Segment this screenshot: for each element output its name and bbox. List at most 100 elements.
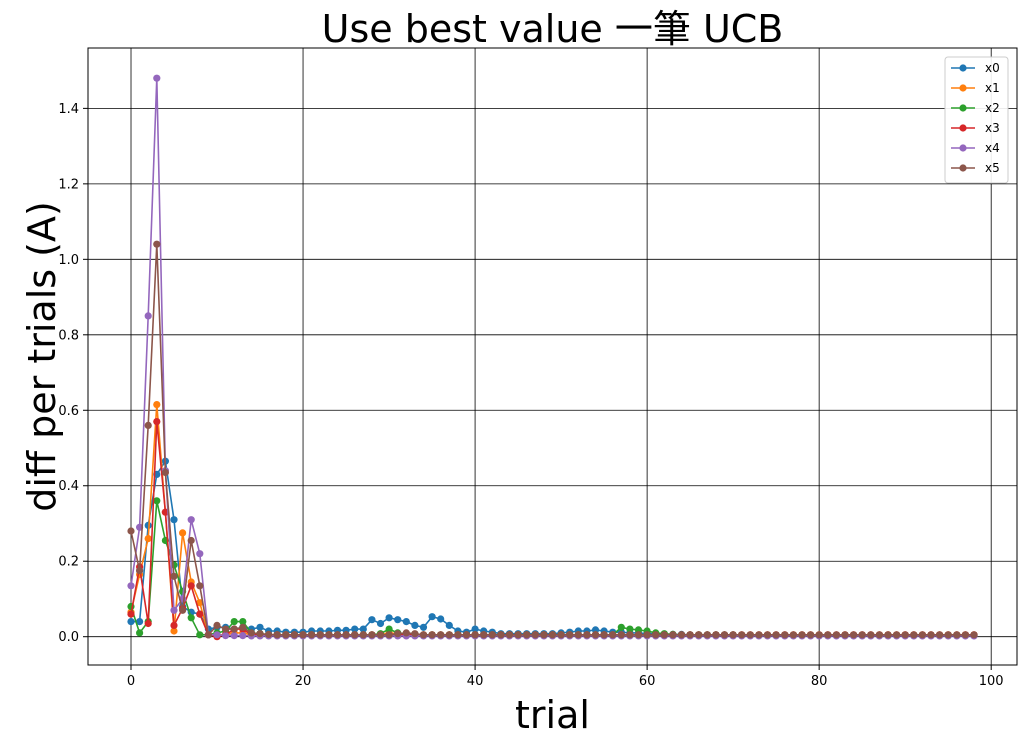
legend-swatch-marker: [959, 144, 967, 152]
data-point-x5: [918, 631, 927, 639]
data-point-x5: [213, 621, 221, 630]
data-point-x4: [239, 632, 247, 640]
data-point-x1: [179, 529, 187, 537]
data-point-x5: [136, 567, 144, 575]
data-point-x5: [187, 536, 195, 545]
data-point-x2: [385, 625, 393, 633]
data-point-x4: [127, 582, 135, 590]
x-tick-label: 100: [979, 674, 1004, 689]
data-point-x4: [153, 74, 161, 82]
series-x5: [127, 240, 978, 639]
legend-swatch-marker: [959, 64, 967, 72]
x-tick-label: 80: [811, 674, 828, 689]
data-point-x5: [462, 631, 471, 639]
data-point-x5: [815, 631, 823, 639]
y-tick-label: 1.4: [58, 102, 79, 117]
data-point-x5: [144, 421, 152, 429]
grid: [88, 48, 1017, 665]
data-point-x5: [763, 631, 772, 639]
data-point-x2: [136, 629, 144, 637]
x-tick-label: 20: [295, 674, 312, 689]
data-point-x5: [970, 631, 978, 639]
data-point-x5: [807, 631, 815, 639]
data-point-x5: [402, 629, 410, 637]
legend-label: x2: [985, 101, 1000, 115]
tick-layer: 0 20 40 60 80 100 0.0 0.2 0.4 0.6 0.8 1.0 1.2 1.4: [58, 102, 1003, 689]
data-point-x5: [368, 631, 376, 639]
data-point-x5: [901, 631, 909, 639]
data-point-x5: [161, 468, 169, 477]
data-point-x0: [445, 621, 453, 630]
data-point-x4: [230, 632, 238, 640]
data-point-x5: [910, 631, 918, 639]
data-point-x5: [884, 631, 892, 639]
data-point-x1: [196, 599, 204, 607]
data-point-x3: [144, 619, 152, 628]
data-point-x5: [265, 630, 273, 639]
data-point-x5: [394, 630, 402, 638]
data-point-x5: [961, 631, 970, 639]
data-point-x0: [402, 618, 410, 626]
x-axis-title: trial: [515, 693, 590, 737]
data-point-x5: [893, 631, 901, 639]
data-point-x5: [669, 631, 677, 639]
data-point-x5: [531, 631, 539, 639]
data-point-x2: [153, 497, 161, 505]
data-point-x5: [944, 631, 952, 639]
legend-item-x0: x0: [951, 61, 1000, 75]
x-tick-label: 0: [127, 674, 135, 689]
data-point-x0: [256, 623, 264, 631]
legend-label: x5: [985, 161, 1000, 175]
data-point-x5: [385, 631, 393, 639]
data-point-x5: [867, 631, 875, 639]
data-point-x5: [591, 631, 600, 639]
data-point-x5: [290, 631, 298, 639]
y-tick-label: 0.2: [58, 555, 79, 570]
data-point-x5: [927, 631, 935, 639]
series-layer: [127, 74, 978, 641]
data-point-x5: [824, 631, 832, 639]
data-point-x4: [213, 631, 221, 639]
legend-item-x4: x4: [951, 141, 1000, 155]
data-point-x5: [127, 527, 135, 535]
data-point-x5: [419, 631, 428, 639]
data-point-x5: [505, 631, 514, 639]
data-point-x5: [695, 631, 703, 639]
data-point-x0: [385, 614, 393, 622]
data-point-x5: [557, 631, 565, 639]
data-point-x5: [789, 631, 798, 639]
data-point-x1: [144, 535, 152, 543]
data-point-x5: [660, 631, 668, 639]
data-point-x0: [428, 613, 436, 621]
legend: x0 x1 x2 x3 x4 x5: [944, 56, 1009, 184]
legend-label: x4: [985, 141, 1000, 155]
data-point-x3: [153, 418, 161, 426]
data-point-x5: [617, 631, 625, 639]
data-point-x0: [127, 618, 135, 626]
legend-swatch-marker: [959, 164, 967, 172]
data-point-x0: [351, 625, 359, 633]
data-point-x5: [445, 631, 453, 639]
x-tick-label: 60: [639, 674, 656, 689]
data-point-x5: [798, 631, 806, 639]
data-point-x5: [936, 631, 944, 639]
legend-item-x2: x2: [951, 101, 1000, 115]
data-point-x5: [677, 631, 686, 639]
legend-item-x3: x3: [951, 121, 1000, 135]
data-point-x5: [652, 631, 660, 639]
data-point-x0: [471, 625, 479, 633]
data-point-x5: [247, 629, 255, 637]
data-point-x5: [643, 631, 651, 639]
data-point-x5: [858, 631, 866, 639]
legend-item-x5: x5: [951, 161, 1000, 175]
data-point-x5: [299, 631, 307, 639]
data-point-x2: [626, 625, 634, 633]
data-point-x0: [359, 625, 367, 633]
data-point-x5: [832, 631, 841, 639]
data-point-x5: [703, 631, 711, 639]
x-tick-label: 40: [467, 674, 484, 689]
data-point-x5: [239, 623, 247, 631]
data-point-x1: [170, 627, 178, 635]
data-point-x0: [136, 618, 144, 626]
data-point-x5: [514, 631, 522, 639]
